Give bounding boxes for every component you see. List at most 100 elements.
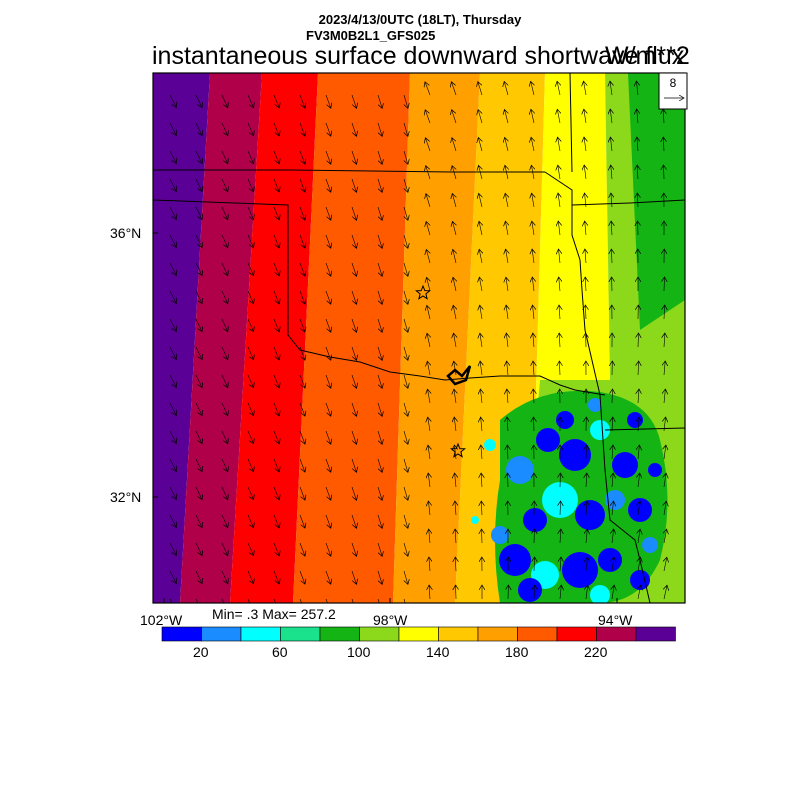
wind-vector [325, 458, 331, 472]
wind-vector [557, 81, 560, 96]
wind-vector [377, 598, 380, 603]
wind-vector [221, 374, 228, 388]
wind-vector [481, 417, 482, 432]
wind-vector [664, 165, 665, 180]
wind-vector [169, 598, 173, 603]
wind-vector [612, 557, 614, 572]
wind-vector [169, 542, 176, 556]
wind-vector [428, 445, 430, 460]
cloud-blob [559, 439, 591, 471]
wind-vector [427, 305, 430, 320]
cloud-blob [590, 420, 610, 440]
wind-vector [247, 206, 254, 220]
wind-vector [169, 486, 176, 500]
wind-vector [195, 458, 202, 472]
datetime-title: 2023/4/13/0UTC (18LT), Thursday [318, 12, 522, 27]
wind-vector [351, 570, 357, 584]
wind-vector [221, 570, 228, 584]
colorbar-tick-label: 100 [347, 644, 371, 660]
wind-vector [481, 445, 482, 460]
wind-vector [195, 262, 202, 276]
wind-vector [638, 389, 639, 404]
wind-vector [404, 570, 408, 584]
wind-vector [299, 542, 305, 556]
wind-vector [299, 262, 305, 276]
wind-vector [221, 290, 228, 304]
wind-vector [637, 137, 638, 152]
wind-vector [611, 193, 612, 208]
map-frame [152, 72, 686, 604]
wind-vector [195, 570, 202, 584]
wind-vector [585, 221, 586, 236]
wind-vector [610, 81, 612, 96]
wind-vector [638, 361, 639, 376]
wind-vector [453, 277, 456, 292]
colorbar-swatch [635, 626, 676, 642]
wind-vector [664, 501, 666, 516]
wind-vector [404, 346, 408, 360]
wind-vector [351, 346, 357, 360]
wind-vector [534, 557, 535, 572]
cloud-blob [588, 398, 602, 412]
wind-vector [351, 290, 357, 304]
wind-vector [195, 402, 202, 416]
cloud-blob [612, 452, 638, 478]
wind-vector [273, 402, 279, 416]
wind-vector [169, 374, 176, 388]
wind-vector [273, 374, 279, 388]
cloud-blob [491, 526, 509, 544]
wind-vector [377, 570, 382, 584]
arkansas-louisiana-borders [544, 171, 651, 603]
wind-vector [351, 94, 357, 108]
wind-vector [351, 178, 357, 192]
wind-vector [299, 94, 305, 108]
wind-vector [404, 178, 408, 192]
wind-vector [221, 178, 228, 192]
wind-vector [531, 137, 534, 152]
wind-vector [247, 430, 254, 444]
wind-vector [559, 305, 560, 320]
colorbar-tick-label: 140 [426, 644, 450, 660]
wind-vector [273, 234, 279, 248]
wind-vector [612, 585, 614, 600]
wind-vector [377, 262, 382, 276]
wind-vector [377, 514, 382, 528]
dallas-star [449, 442, 467, 458]
wind-vector [377, 318, 382, 332]
wind-vector [351, 486, 357, 500]
wind-vector [638, 333, 639, 348]
lon-label-102: 102°W [140, 612, 183, 628]
wind-vector [195, 178, 202, 192]
wind-vector [273, 178, 279, 192]
colorbar-tick-label: 20 [193, 644, 209, 660]
wind-vector [558, 193, 560, 208]
wind-vectors [169, 81, 667, 603]
wind-vector [403, 598, 406, 603]
wind-vector [455, 473, 456, 488]
wind-vector [584, 137, 586, 152]
wind-vector [273, 206, 279, 220]
wind-vector [404, 290, 408, 304]
wind-vector [428, 389, 431, 404]
colorbar-tick-label: 220 [584, 644, 608, 660]
wind-vector [506, 305, 508, 320]
cloud-blob [518, 578, 542, 602]
colorbar-swatch [161, 626, 202, 642]
wind-vector [559, 361, 560, 376]
wind-vector [221, 346, 228, 360]
wind-vector [533, 389, 534, 404]
units-title: W/m**2 [605, 42, 690, 70]
cloud-blob [542, 482, 578, 518]
wind-vector [429, 585, 430, 600]
wind-vector [532, 277, 534, 292]
wind-vector [585, 277, 586, 292]
wind-vector [325, 150, 331, 164]
wind-vector [299, 234, 305, 248]
wind-vector [507, 445, 508, 460]
wind-vector [273, 94, 279, 108]
wind-vector [425, 110, 431, 124]
wind-vector [299, 206, 305, 220]
wind-vector [664, 585, 667, 600]
wind-vector [221, 430, 228, 444]
wind-vector [195, 486, 202, 500]
